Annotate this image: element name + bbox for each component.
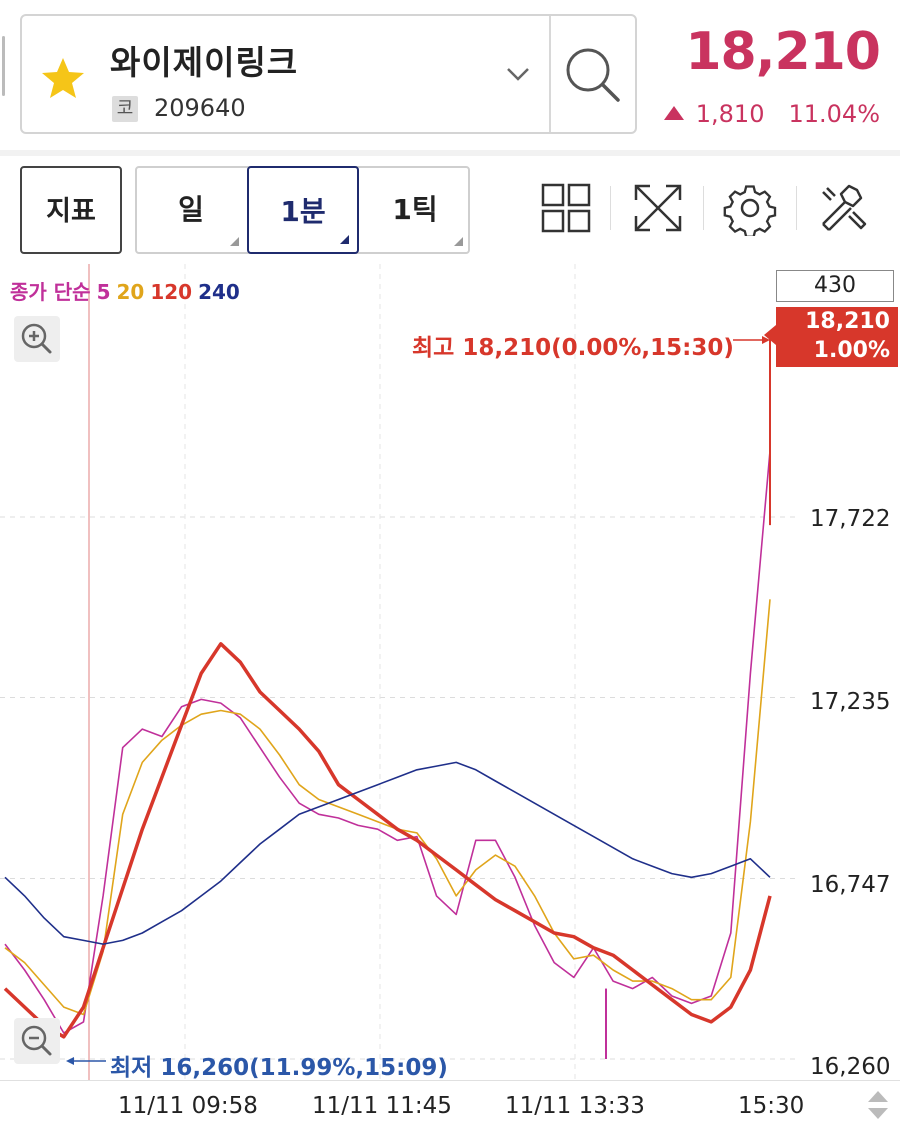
high-annotation: 최고 18,210(0.00%,15:30) — [412, 335, 734, 361]
ma-line-20 — [4, 599, 771, 1016]
zoom-out-icon — [21, 1025, 52, 1056]
selector-divider — [549, 16, 551, 132]
period-label: 1분 — [280, 195, 326, 228]
chart-toolbar: 지표 일 1분 1틱 — [0, 156, 900, 264]
stock-selector[interactable]: 와이제이링크 코 209640 — [20, 14, 637, 134]
y-axis-label: 16,260 — [810, 1054, 891, 1080]
indicator-button[interactable]: 지표 — [20, 166, 122, 254]
edge-handle[interactable] — [0, 36, 10, 96]
volume-box: 430 — [776, 270, 894, 302]
x-axis-label: 15:30 — [738, 1093, 805, 1119]
chart-canvas[interactable] — [0, 264, 900, 1129]
tool-divider — [796, 186, 797, 230]
y-axis-label: 16,747 — [810, 872, 891, 898]
stock-header: 와이제이링크 코 209640 18,210 1,810 11.04% — [0, 0, 900, 150]
stock-code: 209640 — [154, 94, 246, 122]
y-axis-label: 17,722 — [810, 506, 891, 532]
current-price-tag-pct: 1.00% — [813, 338, 890, 363]
scroll-arrows-icon[interactable] — [864, 1087, 892, 1123]
stock-name[interactable]: 와이제이링크 — [110, 43, 299, 82]
price-chart[interactable]: 종가 단순 5 20 120 240 430 18,210 1.00% 17,722 1… — [0, 264, 900, 1129]
legend-ma20: 20 — [116, 280, 145, 304]
legend-ma5: 5 — [96, 280, 111, 304]
current-price: 18,210 — [685, 22, 881, 82]
change-amount: 1,810 — [695, 100, 765, 128]
period-label: 일 — [178, 193, 204, 226]
current-price-tag-value: 18,210 — [805, 309, 890, 334]
fullscreen-icon[interactable] — [630, 180, 686, 236]
dropdown-corner-icon — [454, 237, 463, 246]
zoom-out-button[interactable] — [14, 1018, 60, 1064]
settings-gear-icon[interactable] — [722, 180, 778, 236]
tool-divider — [703, 186, 704, 230]
x-axis-label: 11/11 13:33 — [505, 1093, 645, 1119]
period-label: 1틱 — [392, 193, 438, 226]
favorite-star-icon[interactable] — [40, 56, 86, 102]
price-change: 1,810 11.04% — [663, 100, 880, 128]
period-1tick-button[interactable]: 1틱 — [359, 166, 471, 254]
zoom-in-icon — [21, 323, 52, 354]
ma-line-120 — [3, 642, 772, 1039]
tool-divider — [610, 186, 611, 230]
legend-ma120: 120 — [150, 280, 193, 304]
tools-icon[interactable] — [815, 180, 871, 236]
chevron-down-icon[interactable] — [502, 58, 534, 90]
change-percent: 11.04% — [788, 100, 880, 128]
y-axis-label: 17,235 — [810, 689, 891, 715]
low-annotation: 최저 16,260(11.99%,15:09) — [110, 1055, 448, 1081]
x-axis: 11/11 09:58 11/11 11:45 11/11 13:33 15:3… — [0, 1080, 900, 1129]
ma-legend: 종가 단순 5 20 120 240 — [10, 276, 246, 305]
section-separator — [0, 150, 900, 156]
current-price-tag: 18,210 1.00% — [764, 307, 898, 367]
period-1min-button[interactable]: 1분 — [247, 166, 359, 254]
search-icon[interactable] — [558, 40, 628, 110]
ma-line-5 — [4, 450, 771, 1034]
period-day-button[interactable]: 일 — [135, 166, 247, 254]
market-badge: 코 — [112, 96, 138, 122]
zoom-in-button[interactable] — [14, 316, 60, 362]
ma-line-240 — [4, 761, 771, 945]
low-arrow-head — [66, 1057, 74, 1065]
x-axis-label: 11/11 11:45 — [312, 1093, 452, 1119]
period-selector: 일 1분 1틱 — [135, 166, 470, 254]
legend-prefix: 종가 단순 — [10, 280, 91, 304]
up-triangle-icon — [663, 106, 684, 120]
x-axis-label: 11/11 09:58 — [118, 1093, 258, 1119]
dropdown-corner-icon — [340, 235, 349, 244]
legend-ma240: 240 — [198, 280, 240, 304]
grid-layout-icon[interactable] — [538, 180, 594, 236]
dropdown-corner-icon — [230, 237, 239, 246]
